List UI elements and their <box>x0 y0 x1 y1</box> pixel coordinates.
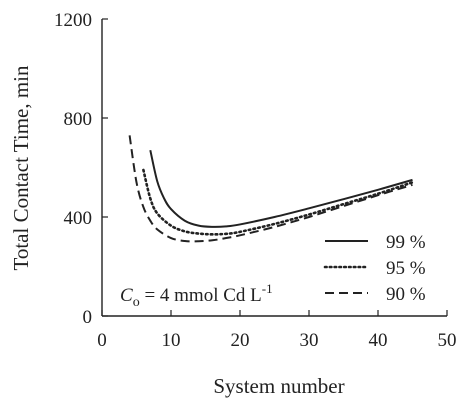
series-line-2 <box>142 168 414 236</box>
y-tick-label: 1200 <box>54 10 92 31</box>
annotation-variable: C <box>120 285 133 306</box>
x-tick-label: 20 <box>231 330 250 351</box>
series-line-1 <box>149 149 413 228</box>
annotation-text: = 4 mmol Cd L <box>140 285 262 306</box>
legend-label-3: 90 % <box>386 284 426 305</box>
y-tick-label: 0 <box>83 307 93 328</box>
annotation-superscript: -1 <box>262 281 273 296</box>
legend: 99 % 95 % 90 % <box>323 232 426 305</box>
y-tick-label: 400 <box>64 208 93 229</box>
legend-label-1: 99 % <box>386 232 426 253</box>
x-tick-label: 10 <box>162 330 181 351</box>
y-tick-label: 800 <box>64 109 93 130</box>
x-tick-label: 50 <box>438 330 457 351</box>
annotation-subscript: o <box>133 295 140 310</box>
x-tick-label: 0 <box>97 330 107 351</box>
legend-label-2: 95 % <box>386 258 426 279</box>
y-axis-title: Total Contact Time, min <box>9 65 33 271</box>
x-axis-title: System number <box>213 374 344 398</box>
series-layer <box>128 135 414 243</box>
x-tick-label: 30 <box>300 330 319 351</box>
axes: 0 10 20 30 40 50 0 400 800 1200 <box>54 10 457 351</box>
concentration-annotation: Co = 4 mmol Cd L-1 <box>120 281 273 310</box>
x-tick-label: 40 <box>369 330 388 351</box>
